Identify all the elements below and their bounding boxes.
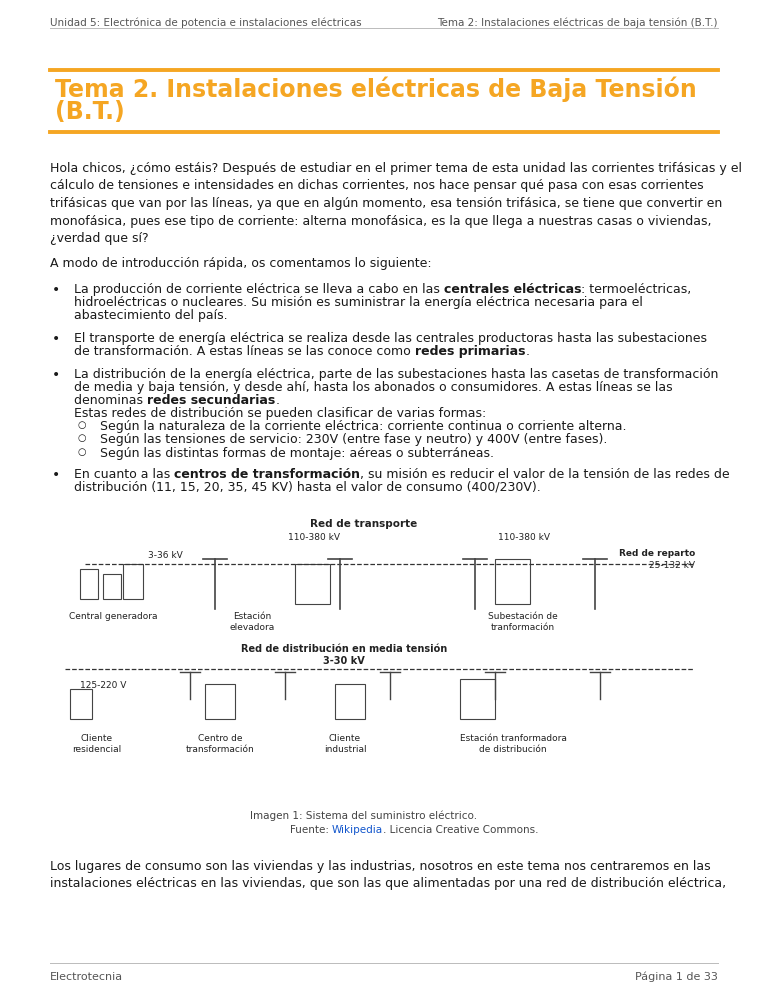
Text: A modo de introducción rápida, os comentamos lo siguiente:: A modo de introducción rápida, os coment… bbox=[50, 257, 432, 270]
Text: Tema 2: Instalaciones eléctricas de baja tensión (B.T.): Tema 2: Instalaciones eléctricas de baja… bbox=[438, 18, 718, 29]
Bar bbox=[205, 684, 235, 719]
Text: denominas: denominas bbox=[74, 395, 147, 408]
Text: Según las distintas formas de montaje: aéreas o subterráneas.: Según las distintas formas de montaje: a… bbox=[100, 446, 494, 459]
Text: Electrotecnia: Electrotecnia bbox=[50, 972, 123, 982]
Text: Central generadora: Central generadora bbox=[69, 611, 157, 620]
Text: Estas redes de distribución se pueden clasificar de varias formas:: Estas redes de distribución se pueden cl… bbox=[74, 408, 486, 420]
Text: redes secundarias: redes secundarias bbox=[147, 395, 275, 408]
Bar bbox=[495, 559, 530, 603]
Text: La producción de corriente eléctrica se lleva a cabo en las: La producción de corriente eléctrica se … bbox=[74, 283, 444, 296]
Bar bbox=[123, 564, 143, 598]
Text: ○: ○ bbox=[78, 433, 87, 443]
Bar bbox=[460, 679, 495, 719]
Text: 110-380 kV: 110-380 kV bbox=[288, 533, 340, 542]
Text: Red de reparto: Red de reparto bbox=[619, 549, 695, 558]
Text: distribución (11, 15, 20, 35, 45 KV) hasta el valor de consumo (400/230V).: distribución (11, 15, 20, 35, 45 KV) has… bbox=[74, 481, 541, 494]
Text: Subestación de
tranformación: Subestación de tranformación bbox=[488, 611, 558, 632]
Text: (B.T.): (B.T.) bbox=[55, 100, 124, 124]
Text: Tema 2. Instalaciones eléctricas de Baja Tensión: Tema 2. Instalaciones eléctricas de Baja… bbox=[55, 76, 697, 101]
Bar bbox=[335, 684, 365, 719]
Text: Imagen 1: Sistema del suministro eléctrico.: Imagen 1: Sistema del suministro eléctri… bbox=[250, 811, 478, 821]
Text: Hola chicos, ¿cómo estáis? Después de estudiar en el primer tema de esta unidad : Hola chicos, ¿cómo estáis? Después de es… bbox=[50, 162, 742, 245]
Text: 25-132 kV: 25-132 kV bbox=[649, 561, 695, 570]
Text: centrales eléctricas: centrales eléctricas bbox=[444, 283, 581, 296]
Text: •: • bbox=[52, 283, 60, 297]
Text: .: . bbox=[275, 395, 280, 408]
Text: centros de transformación: centros de transformación bbox=[174, 467, 360, 481]
Text: Wikipedia: Wikipedia bbox=[332, 825, 383, 835]
Text: Red de transporte: Red de transporte bbox=[310, 519, 418, 529]
Text: : termoeléctricas,: : termoeléctricas, bbox=[581, 283, 692, 296]
Text: La distribución de la energía eléctrica, parte de las subestaciones hasta las ca: La distribución de la energía eléctrica,… bbox=[74, 368, 718, 382]
Text: •: • bbox=[52, 332, 60, 346]
Text: Página 1 de 33: Página 1 de 33 bbox=[635, 972, 718, 982]
Bar bbox=[103, 574, 121, 598]
Text: Cliente
industrial: Cliente industrial bbox=[323, 734, 366, 753]
Text: Cliente
residencial: Cliente residencial bbox=[72, 734, 121, 753]
Text: Red de distribución en media tensión: Red de distribución en media tensión bbox=[241, 644, 447, 654]
Text: Fuente:: Fuente: bbox=[290, 825, 332, 835]
Text: Los lugares de consumo son las viviendas y las industrias, nosotros en este tema: Los lugares de consumo son las viviendas… bbox=[50, 860, 726, 891]
Text: Estación tranformadora
de distribución: Estación tranformadora de distribución bbox=[459, 734, 567, 753]
Text: Centro de
transformación: Centro de transformación bbox=[186, 734, 254, 753]
Bar bbox=[45, 504, 723, 799]
Text: . Licencia Creative Commons.: . Licencia Creative Commons. bbox=[383, 825, 538, 835]
Bar bbox=[295, 564, 330, 603]
Text: Estación
elevadora: Estación elevadora bbox=[230, 611, 275, 632]
Text: 125-220 V: 125-220 V bbox=[80, 681, 126, 690]
Bar bbox=[70, 689, 92, 719]
Text: , su misión es reducir el valor de la tensión de las redes de: , su misión es reducir el valor de la te… bbox=[360, 467, 730, 481]
Text: Unidad 5: Electrónica de potencia e instalaciones eléctricas: Unidad 5: Electrónica de potencia e inst… bbox=[50, 18, 362, 29]
Text: de media y baja tensión, y desde ahí, hasta los abonados o consumidores. A estas: de media y baja tensión, y desde ahí, ha… bbox=[74, 382, 673, 395]
Text: En cuanto a las: En cuanto a las bbox=[74, 467, 174, 481]
Text: El transporte de energía eléctrica se realiza desde las centrales productoras ha: El transporte de energía eléctrica se re… bbox=[74, 332, 707, 345]
Bar bbox=[80, 569, 98, 598]
Text: 110-380 kV: 110-380 kV bbox=[498, 533, 550, 542]
Text: •: • bbox=[52, 368, 60, 383]
Text: Según la naturaleza de la corriente eléctrica: corriente continua o corriente al: Según la naturaleza de la corriente eléc… bbox=[100, 420, 627, 433]
Text: ○: ○ bbox=[78, 420, 87, 430]
Text: Según las tensiones de servicio: 230V (entre fase y neutro) y 400V (entre fases): Según las tensiones de servicio: 230V (e… bbox=[100, 433, 607, 446]
Text: .: . bbox=[525, 345, 529, 358]
Text: 3-30 kV: 3-30 kV bbox=[323, 656, 365, 666]
Text: hidroeléctricas o nucleares. Su misión es suministrar la energía eléctrica neces: hidroeléctricas o nucleares. Su misión e… bbox=[74, 296, 643, 309]
Text: de transformación. A estas líneas se las conoce como: de transformación. A estas líneas se las… bbox=[74, 345, 415, 358]
Text: abastecimiento del país.: abastecimiento del país. bbox=[74, 309, 227, 322]
Text: ○: ○ bbox=[78, 446, 87, 456]
Text: 3-36 kV: 3-36 kV bbox=[147, 551, 182, 560]
Text: redes primarias: redes primarias bbox=[415, 345, 525, 358]
Text: •: • bbox=[52, 467, 60, 482]
